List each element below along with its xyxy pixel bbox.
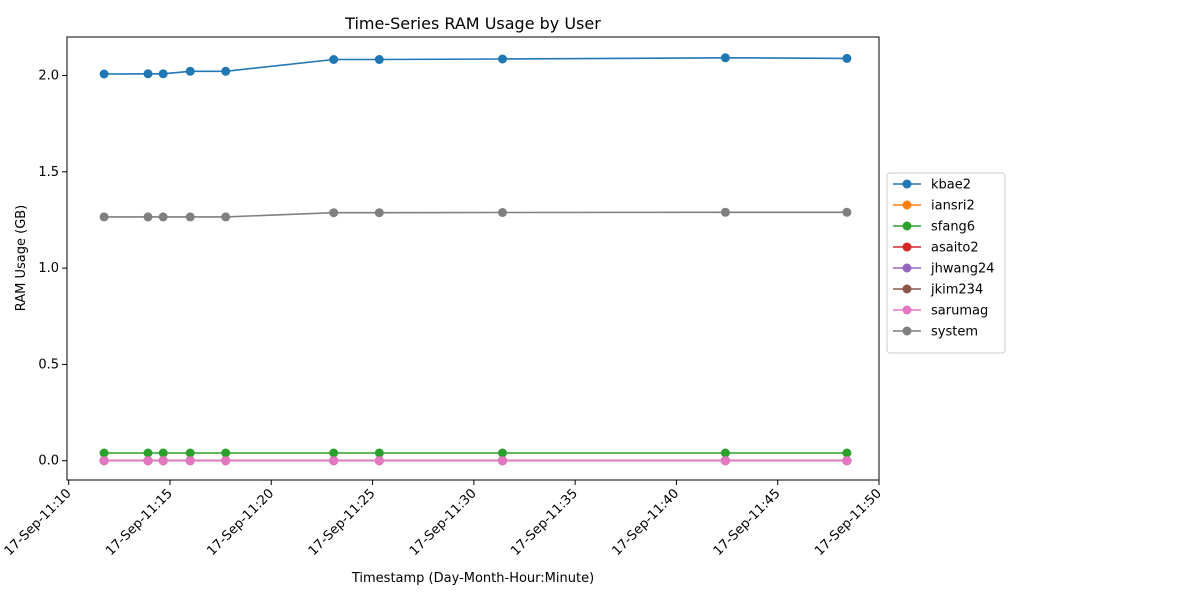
x-tick-label: 17-Sep-11:25 — [306, 486, 379, 559]
y-tick-label: 0.5 — [38, 357, 59, 372]
legend-marker — [902, 200, 912, 210]
data-point-sarumag — [99, 456, 109, 466]
data-point-kbae2 — [185, 66, 195, 76]
legend: kbae2 iansri2 sfang6 asaito2 jhwang24 jkim234… — [886, 172, 1006, 354]
legend-item-jhwang24: jhwang24 — [893, 262, 994, 277]
data-point-sfang6 — [842, 448, 852, 458]
data-point-kbae2 — [143, 69, 153, 79]
x-tick-label: 17-Sep-11:35 — [508, 486, 581, 559]
series-system — [99, 207, 852, 222]
data-point-system — [99, 212, 109, 222]
x-tick-label: 17-Sep-11:40 — [609, 486, 682, 559]
legend-marker — [902, 179, 912, 189]
data-point-system — [498, 208, 507, 217]
y-tick-label: 2.0 — [38, 69, 59, 84]
plot-area — [99, 53, 852, 466]
data-point-sarumag — [842, 456, 852, 466]
legend-label: system — [931, 325, 978, 340]
data-point-kbae2 — [158, 69, 168, 79]
legend-item-iansri2: iansri2 — [893, 199, 975, 214]
data-point-sfang6 — [498, 448, 507, 458]
y-axis-label: RAM Usage (GB) — [14, 205, 29, 312]
y-tick-label: 1.5 — [38, 165, 59, 180]
axes: 0.0 0.5 1.0 1.5 2.0 17-Sep-11:10 17-Sep-11:15 1… — [2, 69, 885, 559]
legend-marker — [902, 242, 912, 252]
data-point-kbae2 — [374, 55, 384, 64]
legend-label: jhwang24 — [930, 262, 994, 277]
legend-item-system: system — [893, 325, 978, 340]
data-point-kbae2 — [720, 53, 730, 63]
x-tick-label: 17-Sep-11:50 — [812, 486, 885, 559]
legend-marker — [902, 284, 912, 294]
legend-marker — [902, 263, 912, 273]
legend-label: kbae2 — [931, 178, 971, 193]
chart-title: Time-Series RAM Usage by User — [344, 14, 601, 33]
series-sarumag — [99, 456, 852, 466]
data-point-system — [221, 212, 231, 222]
data-point-kbae2 — [329, 55, 339, 64]
legend-label: jkim234 — [930, 283, 983, 298]
legend-item-asaito2: asaito2 — [893, 241, 979, 256]
data-point-kbae2 — [99, 69, 109, 79]
data-point-system — [185, 212, 195, 222]
data-point-sfang6 — [374, 448, 384, 458]
legend-item-jkim234: jkim234 — [893, 283, 983, 298]
plot-frame — [66, 36, 880, 481]
x-tick-label: 17-Sep-11:20 — [204, 486, 277, 559]
data-point-system — [158, 212, 168, 222]
data-point-sfang6 — [221, 448, 231, 458]
data-point-system — [842, 207, 852, 217]
data-point-system — [329, 208, 339, 218]
data-point-sfang6 — [720, 448, 730, 458]
legend-item-sarumag: sarumag — [893, 304, 988, 319]
data-point-system — [143, 212, 153, 222]
x-tick-label: 17-Sep-11:45 — [711, 486, 784, 559]
series-line-system — [104, 211, 847, 218]
legend-marker — [902, 221, 912, 231]
x-axis-label: Timestamp (Day-Month-Hour:Minute) — [351, 571, 594, 586]
data-point-kbae2 — [842, 53, 852, 63]
legend-label: iansri2 — [931, 199, 975, 214]
data-point-sfang6 — [99, 448, 109, 458]
series-sfang6 — [99, 448, 852, 458]
data-point-sfang6 — [143, 448, 153, 458]
data-point-system — [374, 208, 384, 218]
legend-item-kbae2: kbae2 — [893, 178, 971, 193]
data-point-sfang6 — [158, 448, 168, 458]
data-point-sfang6 — [185, 448, 195, 458]
data-point-kbae2 — [498, 54, 507, 64]
legend-label: sarumag — [931, 304, 988, 319]
data-point-sarumag — [185, 456, 195, 466]
data-point-sarumag — [143, 456, 153, 466]
data-point-sarumag — [329, 456, 339, 466]
x-tick-label: 17-Sep-11:15 — [103, 486, 176, 559]
data-point-sarumag — [498, 456, 507, 466]
legend-marker — [902, 326, 912, 336]
y-tick-label: 0.0 — [38, 454, 59, 469]
data-point-sarumag — [158, 456, 168, 466]
data-point-sarumag — [374, 456, 384, 466]
legend-marker — [902, 305, 912, 315]
legend-item-sfang6: sfang6 — [893, 220, 975, 235]
y-tick-label: 1.0 — [38, 261, 59, 276]
data-point-sarumag — [221, 456, 231, 466]
data-point-sarumag — [720, 456, 730, 466]
data-point-sfang6 — [329, 448, 339, 458]
legend-label: asaito2 — [931, 241, 979, 256]
x-tick-label: 17-Sep-11:30 — [407, 486, 480, 559]
legend-label: sfang6 — [931, 220, 975, 235]
series-line-kbae2 — [104, 56, 847, 75]
data-point-kbae2 — [221, 66, 231, 76]
series-kbae2 — [99, 53, 852, 79]
x-tick-label: 17-Sep-11:10 — [2, 486, 75, 559]
data-point-system — [720, 207, 730, 217]
legend-box — [886, 172, 1006, 354]
